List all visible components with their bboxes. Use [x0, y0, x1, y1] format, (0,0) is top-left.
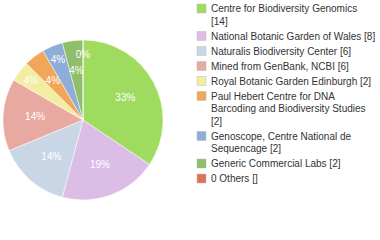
- legend-label: Mined from GenBank, NCBI [6]: [211, 61, 349, 72]
- legend-label: Genoscope, Centre National deSequencage …: [211, 131, 352, 155]
- legend-item: National Botanic Garden of Wales [8]: [197, 31, 375, 42]
- data-label: 14%: [41, 151, 61, 162]
- legend-item: Royal Botanic Garden Edinburgh [2]: [197, 76, 371, 87]
- data-label: 19%: [90, 159, 110, 170]
- legend-swatch: [197, 77, 206, 86]
- chart: 33%19%14%14%4%4%4%4%0%Centre for Biodive…: [0, 0, 380, 240]
- data-label: 14%: [25, 111, 45, 122]
- legend-item: Paul Hebert Centre for DNABarcoding and …: [197, 91, 366, 127]
- legend-item: Genoscope, Centre National deSequencage …: [197, 131, 352, 155]
- legend-item: Mined from GenBank, NCBI [6]: [197, 61, 349, 72]
- legend-label: Royal Botanic Garden Edinburgh [2]: [211, 76, 371, 87]
- data-label: 33%: [115, 92, 135, 103]
- legend-item: 0 Others []: [197, 173, 258, 184]
- legend-label: Paul Hebert Centre for DNABarcoding and …: [211, 91, 366, 127]
- legend-swatch: [197, 132, 206, 141]
- legend-swatch: [197, 174, 206, 183]
- legend-label: 0 Others []: [211, 173, 258, 184]
- legend-swatch: [197, 92, 206, 101]
- legend-swatch: [197, 62, 206, 71]
- pie: [3, 40, 163, 200]
- legend-label: National Botanic Garden of Wales [8]: [211, 31, 375, 42]
- legend-label: Naturalis Biodiversity Center [6]: [211, 46, 351, 57]
- legend-swatch: [197, 4, 206, 13]
- legend-item: Naturalis Biodiversity Center [6]: [197, 46, 351, 57]
- plot-area: [3, 40, 163, 200]
- legend-swatch: [197, 32, 206, 41]
- legend-label: Centre for Biodiversity Genomics[14]: [211, 3, 357, 27]
- data-labels: 33%19%14%14%4%4%4%4%0%: [24, 49, 136, 171]
- data-label: 0%: [76, 49, 91, 60]
- data-label: 4%: [69, 65, 84, 76]
- legend-label: Generic Commercial Labs [2]: [211, 158, 341, 169]
- legend-item: Generic Commercial Labs [2]: [197, 158, 341, 169]
- legend-item: Centre for Biodiversity Genomics[14]: [197, 3, 357, 27]
- data-label: 4%: [51, 54, 66, 65]
- legend: Centre for Biodiversity Genomics[14] Nati…: [197, 3, 375, 184]
- legend-swatch: [197, 159, 206, 168]
- data-label: 4%: [46, 75, 61, 86]
- data-label: 4%: [24, 75, 39, 86]
- legend-swatch: [197, 47, 206, 56]
